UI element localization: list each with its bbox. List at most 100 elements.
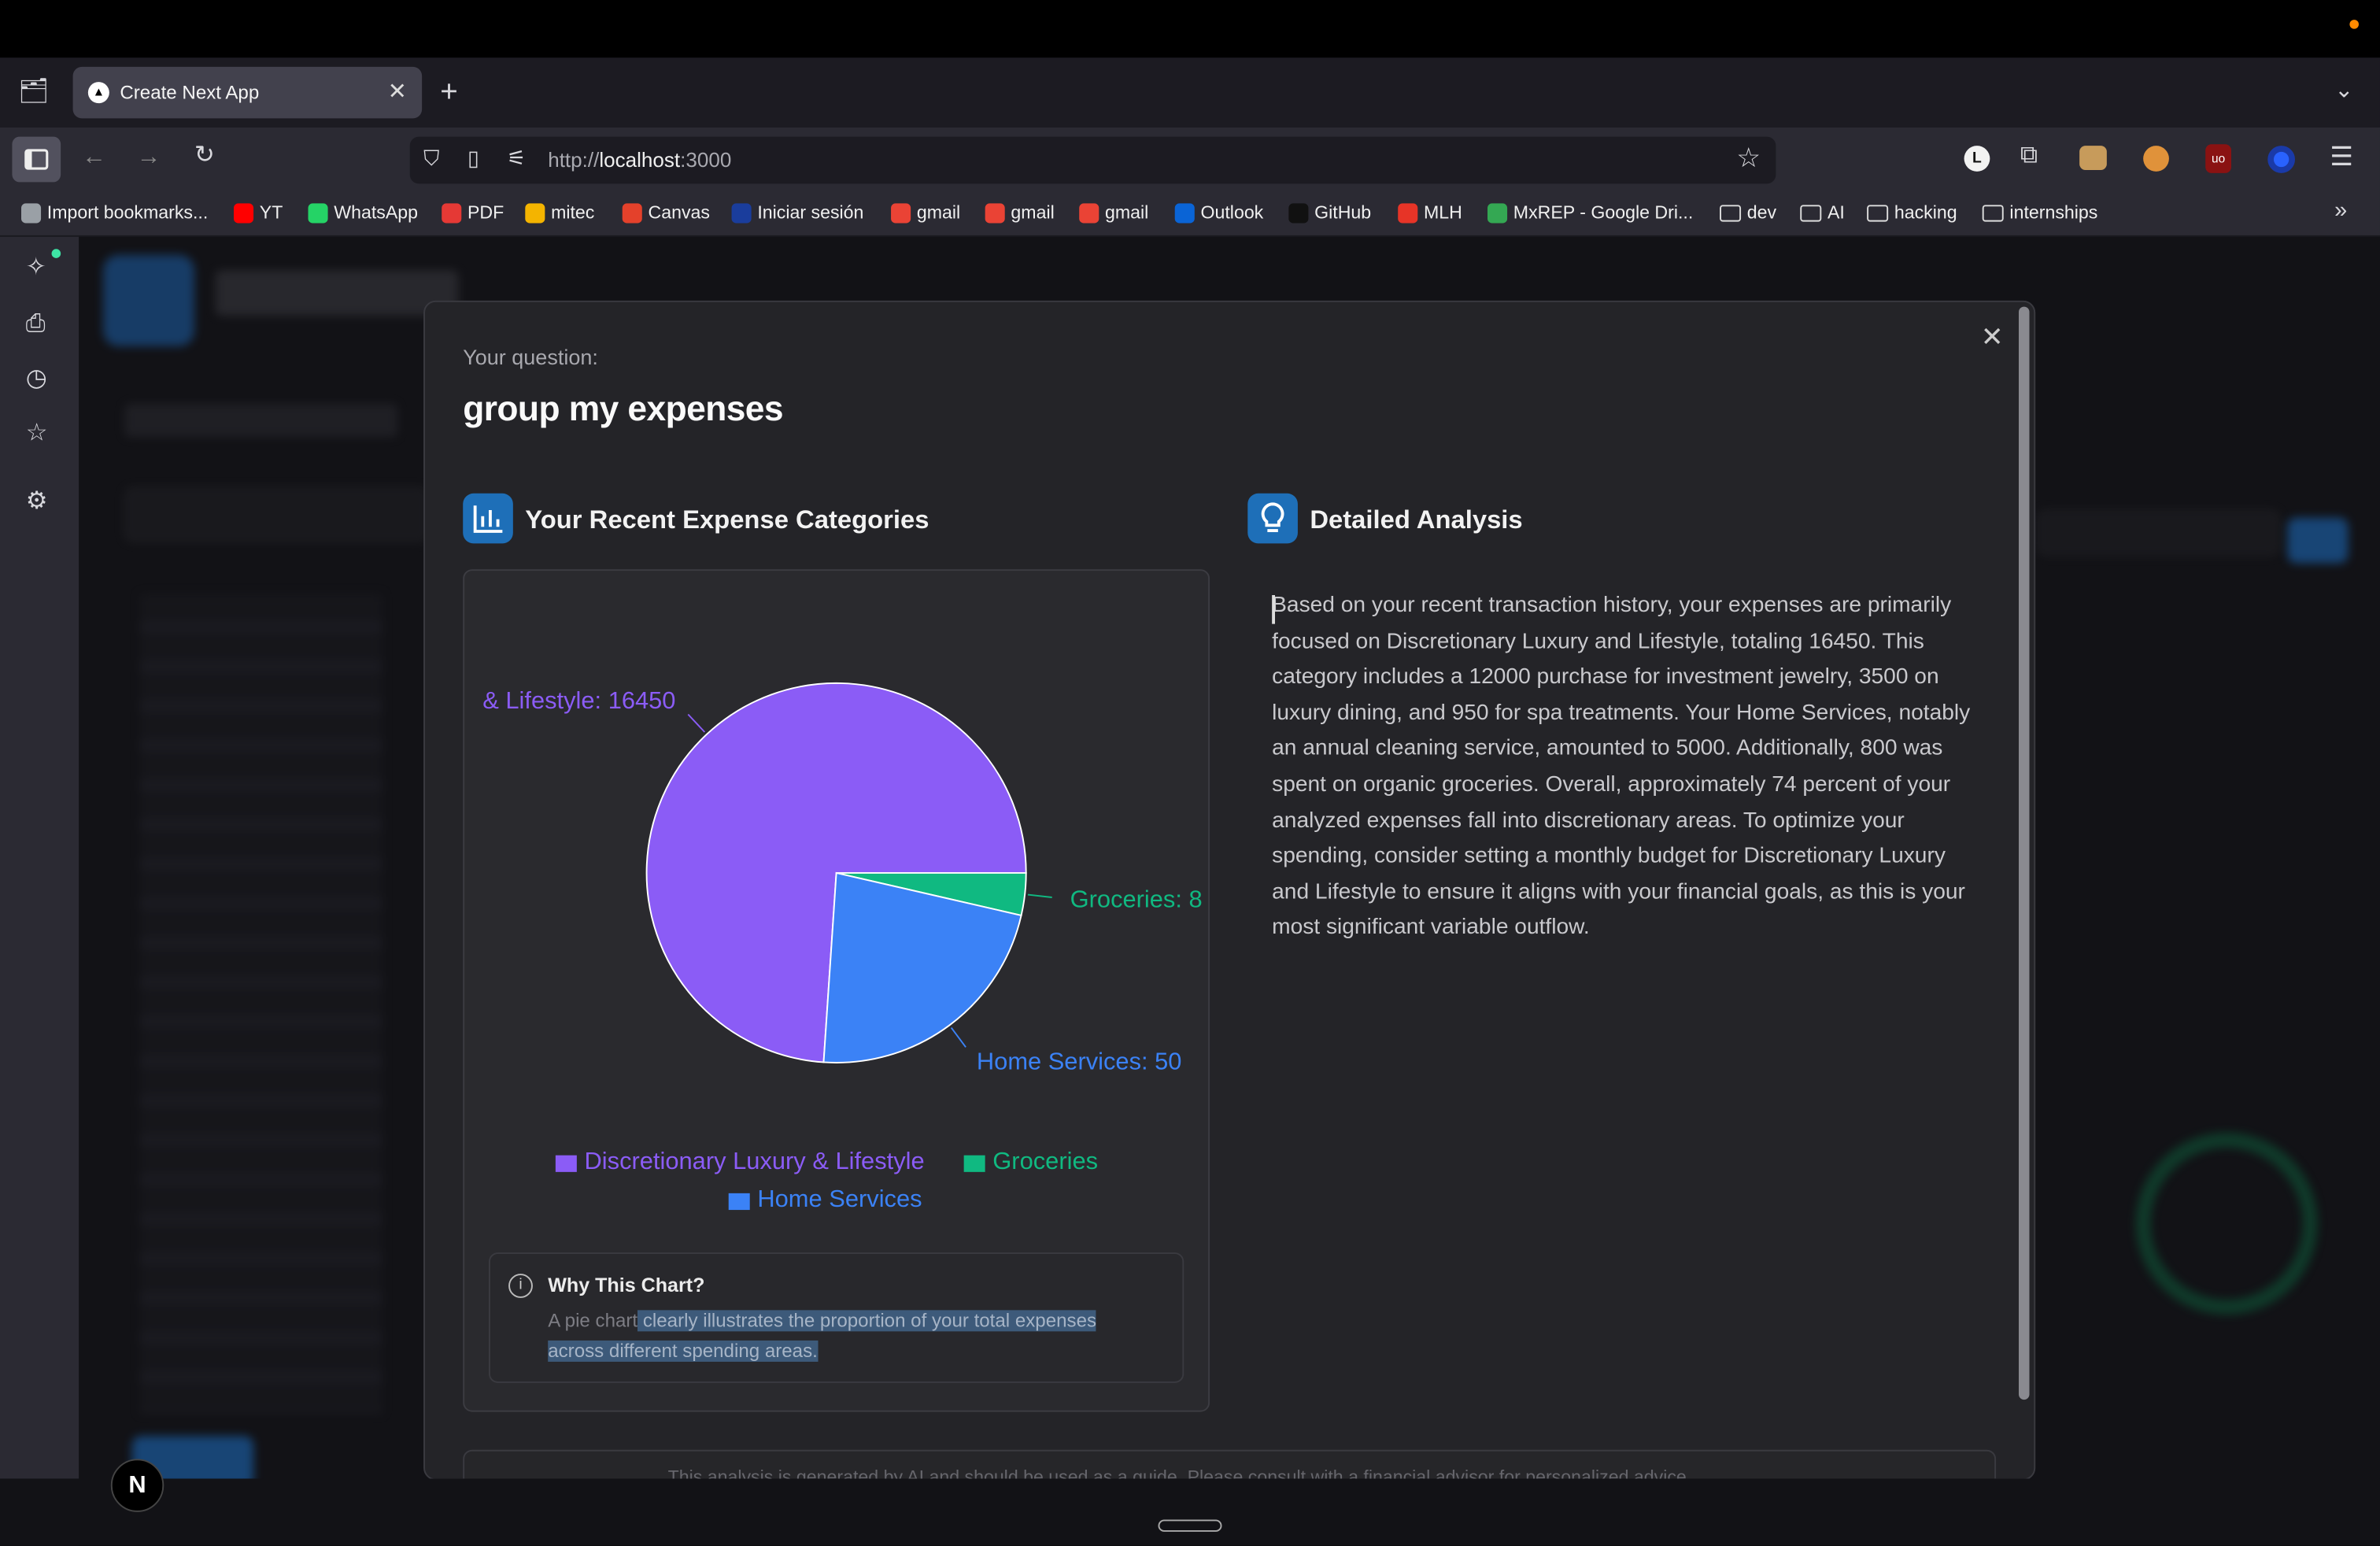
bar-chart-icon [463, 493, 513, 544]
bookmark-6[interactable]: Iniciar sesión [731, 202, 864, 224]
bookmark-1[interactable]: YT [234, 202, 283, 224]
home-indicator [1158, 1519, 1222, 1532]
app-menu-icon[interactable]: ☰ [2330, 142, 2353, 172]
browser-sidebar [0, 236, 79, 1546]
list-tabs-chevron-icon[interactable]: ⌄ [2334, 77, 2354, 104]
reload-icon[interactable]: ↻ [194, 142, 215, 169]
url-text[interactable]: http://localhost:3000 [548, 149, 731, 172]
ai-chatbot-icon[interactable]: ✧ [25, 255, 46, 281]
bookmark-3[interactable]: PDF [442, 202, 504, 224]
address-bar[interactable]: ⛉ ▯ ⚟ http://localhost:3000 ☆ [409, 136, 1776, 184]
close-tab-icon[interactable]: ✕ [387, 79, 407, 105]
bookmark-4[interactable]: mitec [525, 202, 594, 224]
ublock-icon[interactable]: uo [2205, 144, 2231, 173]
bookmark-label: mitec [551, 202, 595, 224]
text-cursor [1272, 594, 1275, 624]
folder-icon [1720, 204, 1742, 221]
bookmark-favicon-icon [891, 202, 911, 223]
bookmark-favicon-icon [1398, 202, 1418, 223]
bookmark-13[interactable]: MxREP - Google Dri... [1487, 202, 1694, 224]
extensions-puzzle-icon[interactable]: ⧉ [2020, 142, 2038, 169]
page-bottom [0, 1478, 2380, 1546]
bookmark-label: Canvas [648, 202, 710, 224]
bookmark-label: gmail [1104, 202, 1149, 224]
bookmark-label: YT [259, 202, 283, 224]
bookmark-favicon-icon [1487, 202, 1508, 223]
shield-icon[interactable]: ⛉ [423, 146, 440, 170]
legend-label: Discretionary Luxury & Lifestyle [584, 1148, 925, 1175]
history-icon[interactable]: ◷ [25, 365, 47, 392]
chart-section-title: Your Recent Expense Categories [525, 505, 929, 534]
bookmark-favicon-icon [731, 202, 752, 223]
bookmarks-star-icon[interactable]: ☆ [25, 420, 48, 446]
analysis-section-title: Detailed Analysis [1310, 505, 1523, 534]
sidebar-status-dot [51, 249, 61, 258]
cookie-extension-icon[interactable] [2143, 146, 2169, 172]
nextjs-favicon-icon: ▲ [87, 82, 109, 104]
bookmark-favicon-icon [525, 202, 545, 223]
bookmark-2[interactable]: WhatsApp [308, 202, 418, 224]
bookmark-12[interactable]: MLH [1398, 202, 1462, 224]
tab-overview-icon[interactable]: 🗂 [18, 79, 50, 105]
pie-slice-2[interactable] [822, 871, 1022, 1063]
legend-label: Home Services [757, 1187, 922, 1213]
bookmark-14[interactable]: dev [1720, 202, 1776, 224]
expense-pie-chart: & Lifestyle: 16450 Groceries: 8 Home Servi… [482, 682, 1203, 1075]
browser-tab[interactable]: ▲ Create Next App ✕ [72, 66, 423, 119]
analysis-text: Based on your recent transaction history… [1272, 594, 1971, 941]
bookmark-8[interactable]: gmail [985, 202, 1055, 224]
close-modal-icon[interactable]: ✕ [1980, 321, 2004, 353]
bookmark-favicon-icon [1288, 202, 1309, 223]
forward-arrow-icon[interactable]: → [136, 144, 161, 170]
bookmark-favicon-icon [20, 202, 42, 223]
bookmark-16[interactable]: hacking [1867, 202, 1957, 224]
bookmark-label: Outlook [1200, 202, 1264, 224]
url-port: :3000 [680, 148, 732, 172]
bookmark-favicon-icon [1174, 202, 1195, 223]
bookmark-star-icon[interactable]: ☆ [1736, 142, 1761, 173]
info-icon: i [508, 1274, 533, 1298]
bookmark-15[interactable]: AI [1800, 202, 1845, 224]
bookmark-label: gmail [1011, 202, 1055, 224]
sidebar-toggle-button[interactable] [12, 136, 61, 183]
back-arrow-icon[interactable]: ← [82, 144, 106, 170]
synced-tabs-icon[interactable]: ⎙ [25, 311, 46, 338]
bookmark-label: GitHub [1314, 202, 1372, 224]
permissions-icon[interactable]: ⚟ [507, 146, 527, 170]
nextjs-dev-badge[interactable]: N [110, 1459, 164, 1512]
bookmark-5[interactable]: Canvas [622, 202, 710, 224]
bookmark-7[interactable]: gmail [891, 202, 960, 224]
bookmark-favicon-icon [985, 202, 1005, 223]
bookmark-favicon-icon [442, 202, 462, 223]
account-extension-icon[interactable]: L [1964, 146, 1990, 172]
bookmark-11[interactable]: GitHub [1288, 202, 1371, 224]
why-chart-title: Why This Chart? [548, 1274, 705, 1296]
settings-gear-icon[interactable]: ⚙ [25, 489, 48, 515]
bookmark-0[interactable]: Import bookmarks... [20, 202, 208, 224]
legend-item-1[interactable]: Groceries [963, 1148, 1099, 1177]
legend-item-2[interactable]: Home Services [728, 1187, 922, 1215]
bookmark-17[interactable]: internships [1982, 202, 2097, 224]
more-bookmarks-chevron-icon[interactable]: » [2334, 197, 2348, 224]
pie-label-leader-0 [687, 713, 706, 733]
pie-slice-label-0: & Lifestyle: 16450 [482, 686, 675, 714]
bookmark-label: WhatsApp [334, 202, 419, 224]
bookmark-label: hacking [1894, 202, 1957, 224]
bookmark-9[interactable]: gmail [1079, 202, 1148, 224]
extension-icon[interactable] [2079, 146, 2107, 170]
legend-label: Groceries [992, 1148, 1099, 1175]
bookmark-label: AI [1828, 202, 1845, 224]
pie-label-leader-2 [950, 1026, 966, 1048]
bookmark-favicon-icon [308, 202, 328, 223]
notification-dot [2349, 20, 2359, 29]
page-icon[interactable]: ▯ [468, 146, 479, 170]
bookmark-label: MxREP - Google Dri... [1513, 202, 1694, 224]
bookmark-label: dev [1746, 202, 1777, 224]
legend-item-0[interactable]: Discretionary Luxury & Lifestyle [555, 1148, 925, 1177]
bookmark-10[interactable]: Outlook [1174, 202, 1264, 224]
new-tab-icon[interactable]: + [440, 76, 458, 109]
bookmark-label: Iniciar sesión [757, 202, 864, 224]
sidebar-icon [24, 149, 49, 170]
extension-circle-icon[interactable] [2267, 146, 2295, 173]
modal-scrollbar[interactable] [2019, 306, 2030, 1400]
